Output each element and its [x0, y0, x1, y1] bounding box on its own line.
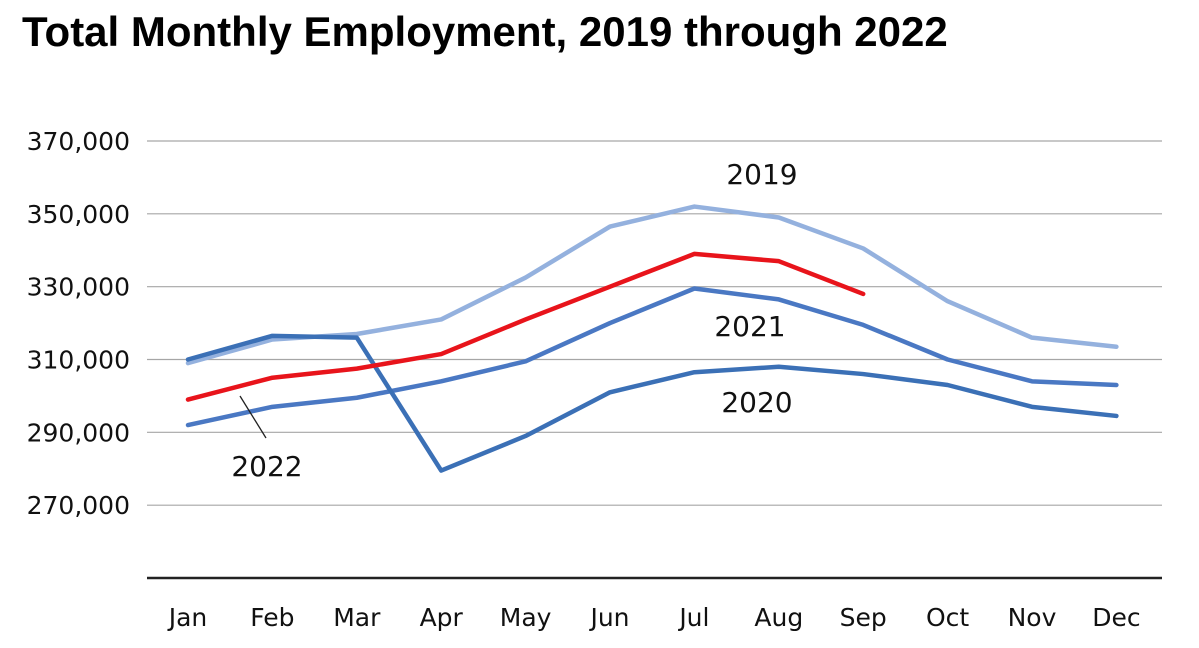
series-label-2022: 2022 — [231, 450, 302, 483]
series-annotations: 2019 2020 2021 2022 — [231, 158, 797, 483]
y-tick-label: 270,000 — [27, 491, 130, 520]
y-tick-label: 290,000 — [27, 418, 130, 447]
x-tick-label: Mar — [333, 603, 381, 632]
x-tick-label: Aug — [754, 603, 803, 632]
series-lines — [185, 204, 1119, 473]
x-axis-tick-labels: Jan Feb Mar Apr May Jun Jul Aug Sep Oct Nov Dec — [167, 603, 1141, 632]
x-tick-label: Sep — [840, 603, 887, 632]
y-tick-label: 350,000 — [27, 200, 130, 229]
x-tick-label: Nov — [1008, 603, 1057, 632]
x-tick-label: Jul — [677, 603, 709, 632]
series-line-2021 — [185, 286, 1119, 428]
x-tick-label: Jun — [588, 603, 629, 632]
x-tick-label: May — [500, 603, 552, 632]
series-line-2020 — [185, 333, 1119, 473]
x-tick-label: Oct — [926, 603, 969, 632]
series-line-2022 — [185, 251, 866, 402]
series-label-2020: 2020 — [721, 386, 792, 419]
x-tick-label: Jan — [167, 603, 208, 632]
series-label-2021: 2021 — [714, 310, 785, 343]
x-tick-label: Apr — [420, 603, 464, 632]
series-line-2019 — [185, 204, 1119, 366]
y-tick-label: 370,000 — [27, 127, 130, 156]
chart-title: Total Monthly Employment, 2019 through 2… — [22, 8, 948, 55]
y-tick-label: 330,000 — [27, 273, 130, 302]
series-label-2019: 2019 — [726, 158, 797, 191]
label-leader-line — [239, 395, 267, 439]
x-tick-label: Dec — [1092, 603, 1140, 632]
y-tick-label: 310,000 — [27, 346, 130, 375]
y-axis-tick-labels: 370,000 350,000 330,000 310,000 290,000 270,0… — [27, 127, 130, 520]
x-tick-label: Feb — [250, 603, 294, 632]
